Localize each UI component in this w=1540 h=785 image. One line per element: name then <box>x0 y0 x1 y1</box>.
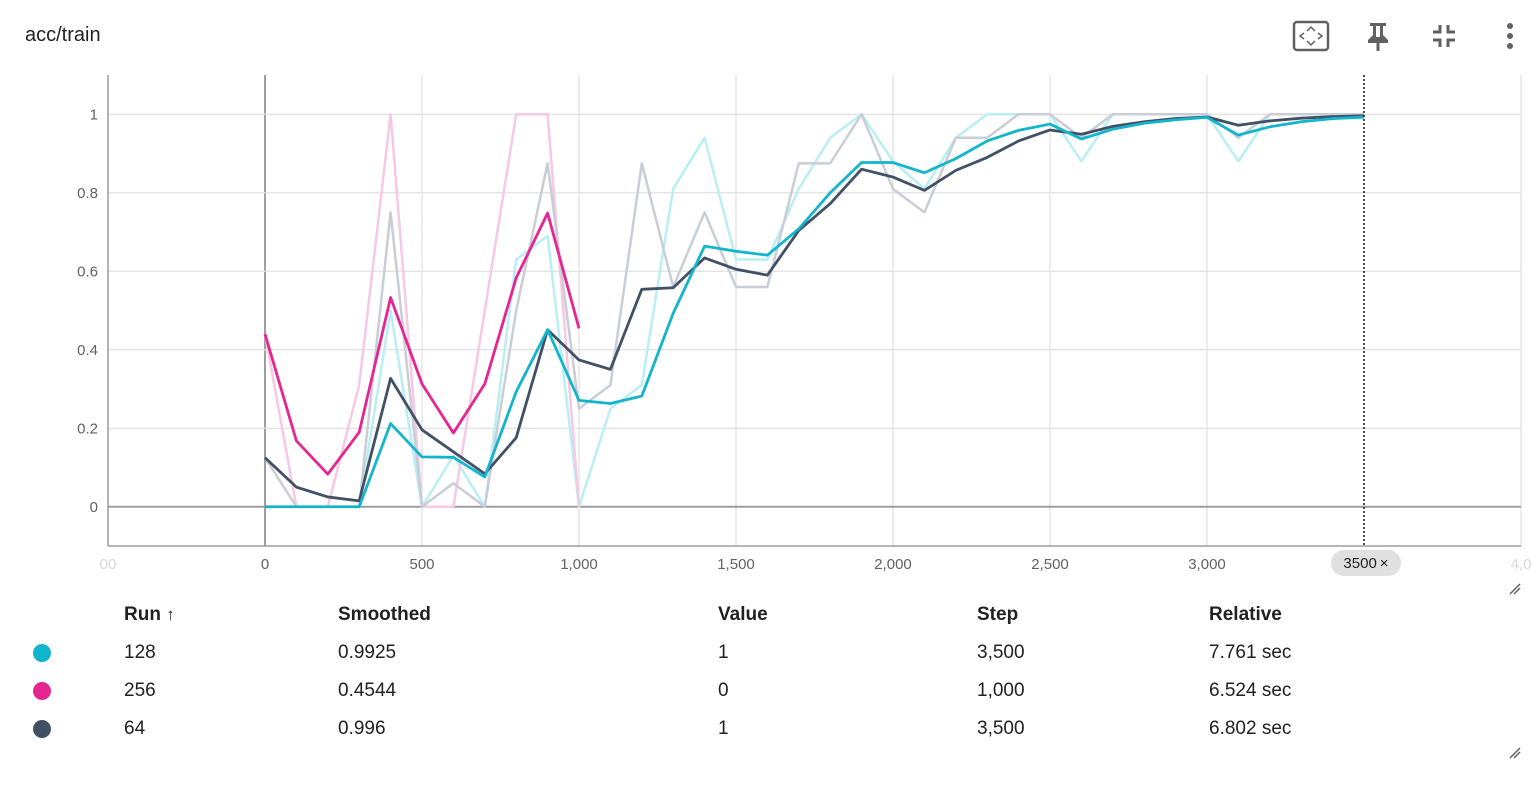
raw-value: 0 <box>718 680 729 701</box>
y-tick-label: 0.4 <box>77 342 98 359</box>
smoothed-column-header[interactable]: Smoothed <box>338 604 431 625</box>
hover-step-label: 3500 <box>1343 554 1377 572</box>
smoothed-value: 0.9925 <box>338 642 397 663</box>
step-value: 1,000 <box>977 680 1025 701</box>
series-raw-line-128 <box>265 113 1364 508</box>
x-tick-label: 3,000 <box>1188 556 1226 573</box>
table-row: 128 0.9925 1 3,500 7.761 sec <box>0 634 1509 672</box>
x-tick-label: 2,000 <box>874 556 912 573</box>
fit-domain-icon <box>1292 20 1330 52</box>
resize-handle-icon[interactable] <box>1508 582 1522 596</box>
collapse-button[interactable] <box>1424 16 1464 56</box>
series-raw-line-64 <box>263 113 1364 508</box>
more-vert-icon <box>1507 23 1513 49</box>
table-row: 64 0.996 1 3,500 6.802 sec <box>0 710 1509 748</box>
run-column-header[interactable]: Run ↑ <box>124 596 338 634</box>
x-tick-label: 0 <box>261 556 269 573</box>
raw-value: 1 <box>718 718 729 739</box>
relative-column-header[interactable]: Relative <box>1209 604 1282 625</box>
x-tick-label: 1,500 <box>717 556 755 573</box>
y-tick-label: 0.6 <box>77 263 98 280</box>
fit-domain-button[interactable] <box>1291 16 1331 56</box>
run-color-dot <box>33 643 51 662</box>
raw-value: 1 <box>718 642 729 663</box>
more-options-button[interactable] <box>1490 16 1530 56</box>
value-column-header[interactable]: Value <box>718 604 768 625</box>
relative-value: 6.802 sec <box>1209 718 1292 739</box>
y-tick-label: 0 <box>90 499 98 516</box>
run-header-label: Run <box>124 604 161 625</box>
table-header-row: Run ↑ Smoothed Value Step Relative <box>0 596 1509 634</box>
step-value: 3,500 <box>977 718 1025 739</box>
collapse-icon <box>1433 25 1455 47</box>
series-smoothed-line-128 <box>265 115 1365 509</box>
x-tick-label: 1,000 <box>560 556 598 573</box>
close-icon[interactable]: × <box>1379 554 1389 572</box>
x-tick-label: 00 <box>100 556 117 573</box>
sort-ascending-icon[interactable]: ↑ <box>166 605 175 624</box>
hover-step-chip[interactable]: 3500 × <box>1331 550 1401 576</box>
run-name: 256 <box>124 680 156 701</box>
y-tick-label: 1 <box>90 106 98 123</box>
run-color-dot <box>33 681 51 700</box>
run-color-dot <box>33 719 51 738</box>
smoothed-value: 0.996 <box>338 718 386 739</box>
x-tick-label: 2,500 <box>1031 556 1069 573</box>
pin-button[interactable] <box>1358 16 1398 56</box>
relative-value: 6.524 sec <box>1209 680 1292 701</box>
resize-handle-icon[interactable] <box>1508 746 1522 760</box>
run-name: 128 <box>124 642 156 663</box>
y-tick-label: 0.8 <box>77 185 98 202</box>
color-column-header <box>0 596 124 634</box>
series-smoothed-line-64 <box>264 114 1365 503</box>
y-tick-label: 0.2 <box>77 420 98 437</box>
x-tick-label: 4,0 <box>1511 556 1532 573</box>
smoothed-value: 0.4544 <box>338 680 397 701</box>
series-smoothed-line-256 <box>263 211 581 476</box>
step-value: 3,500 <box>977 642 1025 663</box>
pin-icon <box>1368 23 1388 51</box>
x-tick-label: 500 <box>409 556 434 573</box>
step-column-header[interactable]: Step <box>977 604 1019 625</box>
chart[interactable]: 00 0 500 1,000 1,500 2,000 2,500 3,000 4,010.80.… <box>0 0 1540 590</box>
relative-value: 7.761 sec <box>1209 642 1292 663</box>
table-row: 256 0.4544 0 1,000 6.524 sec <box>0 672 1509 710</box>
card-title: acc/train <box>25 24 101 46</box>
runs-table: Run ↑ Smoothed Value Step Relative 128 0… <box>0 596 1509 748</box>
run-name: 64 <box>124 718 146 739</box>
